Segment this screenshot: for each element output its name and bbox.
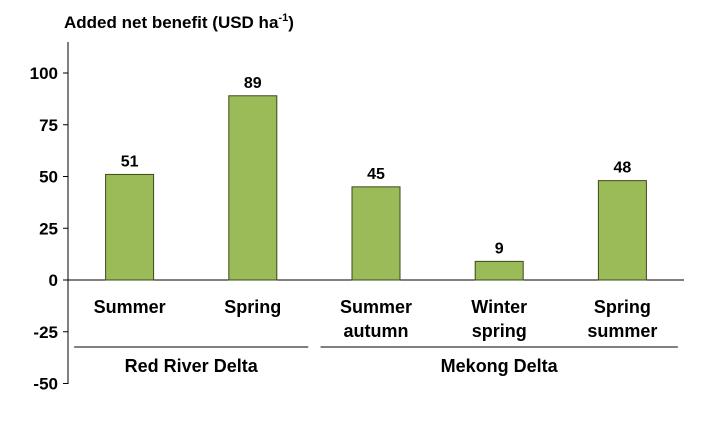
x-labels: Summer Spring Summer autumn Winter spring Spri…	[94, 297, 658, 341]
x-tick-label: Spring	[224, 297, 281, 317]
y-ticks: 100 75 50 25 0 -25 -50	[30, 64, 68, 394]
x-tick-label-line2: autumn	[344, 321, 409, 341]
bars: 51 89 45 9 48	[105, 75, 647, 281]
y-tick-label: 50	[39, 168, 58, 187]
title-close: )	[288, 13, 294, 32]
data-label: 89	[244, 75, 262, 92]
x-tick-label: Spring	[594, 297, 651, 317]
x-tick-label: Summer	[94, 297, 166, 317]
bar	[351, 186, 401, 281]
data-label: 51	[121, 153, 139, 170]
group-label: Mekong Delta	[441, 356, 559, 376]
data-label: 9	[495, 240, 504, 257]
title-main: Added net benefit (USD ha	[64, 13, 279, 32]
title-sup: -1	[278, 12, 288, 24]
bar	[597, 180, 647, 281]
group-label: Red River Delta	[125, 356, 259, 376]
bar	[474, 260, 524, 281]
y-tick-label: -50	[33, 375, 58, 394]
bar	[228, 95, 278, 281]
y-tick-label: 0	[49, 271, 58, 290]
x-tick-label-line2: summer	[587, 321, 657, 341]
group-labels: Red River Delta Mekong Delta	[74, 346, 678, 376]
chart-title: Added net benefit (USD ha-1)	[64, 12, 294, 32]
y-tick-label: 100	[30, 64, 58, 83]
data-label: 48	[614, 160, 632, 177]
y-tick-label: 25	[39, 219, 58, 238]
y-tick-label: -25	[33, 323, 58, 342]
bar	[105, 173, 155, 281]
data-label: 45	[367, 166, 385, 183]
x-tick-label-line2: spring	[472, 321, 527, 341]
y-tick-label: 75	[39, 116, 58, 135]
x-tick-label: Winter	[471, 297, 527, 317]
x-tick-label: Summer	[340, 297, 412, 317]
